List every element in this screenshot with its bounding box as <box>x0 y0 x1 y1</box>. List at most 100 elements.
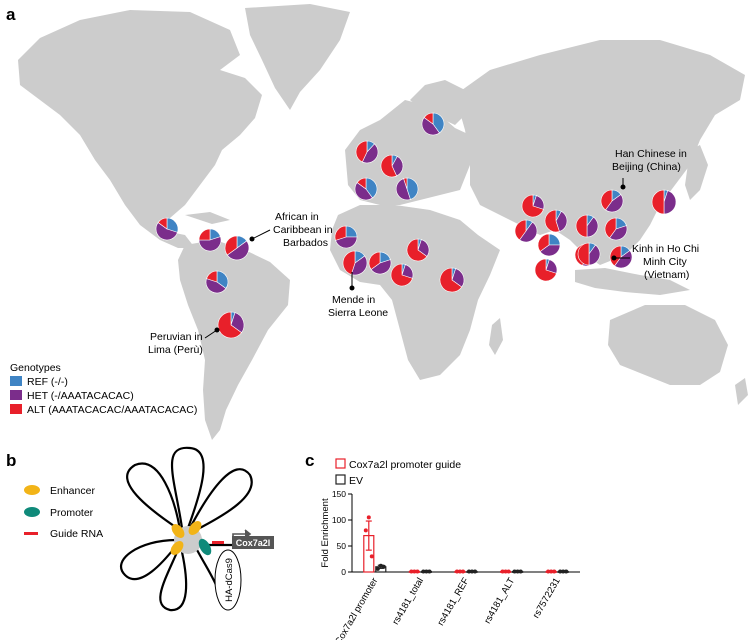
promoter-element <box>198 538 212 556</box>
pie-slice-het <box>555 210 568 232</box>
legend-label-alt: ALT (AAATACACAC/AAATACACAC) <box>27 404 197 416</box>
genotype-pie <box>205 270 229 294</box>
callout-han: Han Chinese in Beijing (China) <box>612 148 687 190</box>
genotype-pie <box>544 209 568 233</box>
pie-slice-het <box>370 259 392 275</box>
data-point <box>518 569 523 574</box>
pie-slice-het <box>155 222 178 241</box>
pie-slice-alt <box>224 235 238 256</box>
genotype-pie <box>155 217 179 241</box>
gene-box <box>232 536 274 549</box>
genotype-pie <box>406 238 430 262</box>
genotype-pie <box>600 189 624 213</box>
promoter-label: Promoter <box>50 507 94 519</box>
pie-slice-alt <box>609 245 622 267</box>
pie-slice-het <box>663 190 677 215</box>
pie-slice-alt <box>575 214 588 238</box>
chromatin-loop <box>189 468 253 531</box>
genotype-pie <box>609 245 633 269</box>
legend-label-ref: REF (-/-) <box>27 376 68 388</box>
data-point <box>500 569 505 574</box>
pie-slice-alt <box>334 225 347 241</box>
data-point <box>412 569 417 574</box>
pie-slice-het <box>539 244 561 257</box>
australia-landmass <box>608 305 728 385</box>
genotype-pie <box>354 177 378 201</box>
pie-slice-het <box>586 216 599 238</box>
pie-slice-alt <box>206 270 218 283</box>
panel-letter-a: a <box>6 5 16 24</box>
data-point <box>375 566 380 571</box>
pie-slice-het <box>230 312 245 334</box>
x-tick-label: rs4181_ALT <box>482 576 517 626</box>
genotype-pie <box>514 219 538 243</box>
genotype-pie <box>604 217 628 241</box>
world-map <box>18 4 748 440</box>
pie-slice-het <box>226 240 250 261</box>
data-point <box>506 569 511 574</box>
pie-slice-ref <box>548 233 561 246</box>
genotype-pie <box>651 189 677 215</box>
genotype-pie <box>334 225 358 249</box>
legend-label-het: HET (-/AAATACACAC) <box>27 390 134 402</box>
legend-label-guide: Cox7a2l promoter guide <box>349 459 461 471</box>
y-tick-label: 100 <box>332 515 346 525</box>
y-tick-label: 50 <box>337 541 347 551</box>
pie-slice-alt <box>521 194 544 218</box>
data-point <box>546 569 551 574</box>
genotype-pie <box>575 214 599 238</box>
x-tick-label: Cox7a2l promoter <box>333 576 380 640</box>
y-tick-label: 0 <box>341 567 346 577</box>
data-point <box>558 569 563 574</box>
bar-chart-legend: Cox7a2l promoter guide EV <box>335 458 461 487</box>
pie-slice-alt <box>356 177 367 190</box>
pie-slice-alt <box>217 311 242 339</box>
data-point <box>369 554 374 559</box>
data-point <box>415 569 420 574</box>
genotype-pie <box>198 228 222 252</box>
x-tick-label: rs4181_REF <box>435 576 471 628</box>
pie-slice-alt <box>198 228 211 241</box>
pie-slice-alt <box>544 209 560 233</box>
data-point <box>564 569 569 574</box>
genotype-pie <box>439 267 465 293</box>
pie-slice-ref <box>432 112 445 134</box>
pie-slice-het <box>391 155 404 177</box>
chromatin-loop <box>170 446 205 529</box>
pie-slice-alt <box>368 251 381 270</box>
guide-rna-symbol <box>24 532 38 535</box>
schematic-legend: Enhancer Promoter Guide RNA <box>24 485 103 540</box>
panel-letter-b: b <box>6 451 16 470</box>
callout-kinh: Kinh in Ho Chi Minh City (Vietnam) <box>611 243 699 281</box>
pie-slice-ref <box>365 177 378 199</box>
caribbean-landmass <box>185 212 230 224</box>
gene-label: Cox7a2l <box>236 538 271 548</box>
callout-african-caribbean: African in Caribbean in Barbados <box>249 211 333 249</box>
legend-swatch-guide <box>335 458 346 469</box>
legend-title: Genotypes <box>10 362 61 374</box>
data-point <box>378 563 383 568</box>
genotype-pie <box>537 233 561 257</box>
data-point <box>470 569 474 574</box>
pie-slice-alt <box>390 263 413 287</box>
pie-slice-het <box>588 244 601 266</box>
enhancer-label: Enhancer <box>50 485 95 497</box>
pie-slice-alt <box>423 112 434 125</box>
pie-slice-alt <box>577 242 590 266</box>
genotype-pie <box>368 251 392 275</box>
panel-letter-c: c <box>305 451 314 470</box>
genotype-pie <box>342 250 368 276</box>
genotype-pie <box>217 311 245 339</box>
new-zealand-landmass <box>735 378 748 405</box>
pie-slice-alt <box>600 189 613 211</box>
data-point <box>421 569 426 574</box>
north-america-landmass <box>18 10 262 248</box>
pie-slice-het <box>354 182 373 201</box>
data-point <box>549 569 554 574</box>
pie-slice-alt <box>537 233 550 252</box>
pie-slice-het <box>361 143 379 164</box>
pie-slice-het <box>519 221 538 243</box>
